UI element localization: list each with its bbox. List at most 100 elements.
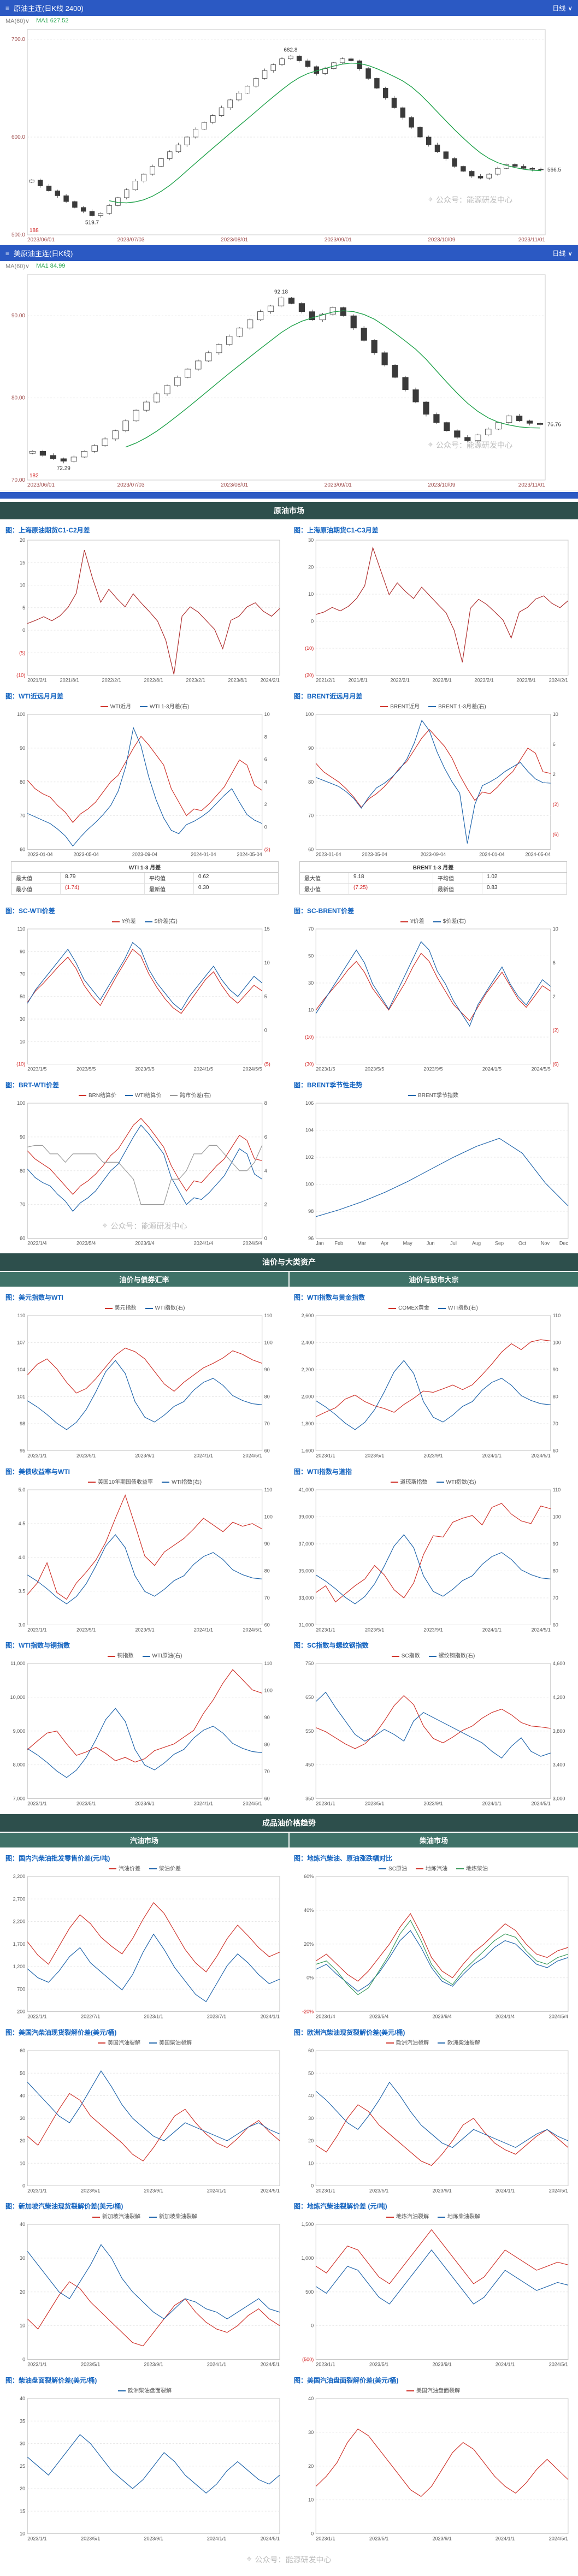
svg-text:11,000: 11,000 <box>10 1661 25 1667</box>
legend-item: 道琼斯指数 <box>390 1477 428 1485</box>
svg-text:-20%: -20% <box>302 2009 314 2015</box>
svg-text:90: 90 <box>20 1134 25 1140</box>
svg-text:5: 5 <box>264 994 267 999</box>
svg-text:60: 60 <box>20 2048 25 2053</box>
legend-item: 螺纹钢指数(右) <box>428 1651 475 1659</box>
svg-text:110: 110 <box>17 1313 25 1318</box>
legend-swatch <box>436 1482 444 1483</box>
line-chart-canvas: 100 90 80 70 60 8 6 4 2 0 2023/1/4 2023/5/4 2023/9/4… <box>17 1100 267 1246</box>
svg-text:2023/9/1: 2023/9/1 <box>135 1801 154 1807</box>
svg-text:2023/9/1: 2023/9/1 <box>423 1453 443 1459</box>
legend-swatch <box>144 921 152 922</box>
legend-item: 地炼汽油 <box>415 1864 447 1872</box>
svg-text:2023/11/01: 2023/11/01 <box>518 482 546 488</box>
svg-text:2024/1/5: 2024/1/5 <box>482 1067 502 1072</box>
chart-title: 图：WTI指数与黄金指数 <box>294 1294 365 1302</box>
svg-text:30: 30 <box>20 1016 25 1022</box>
svg-text:30: 30 <box>308 2115 314 2121</box>
chart-title: 图：WTI指数与道指 <box>294 1467 352 1476</box>
legend-item: WTI指数(右) <box>438 1303 478 1311</box>
svg-text:2024/5/1: 2024/5/1 <box>532 1453 551 1459</box>
chart-title: 图：欧洲汽柴油现货裂解价差(美元/桶) <box>294 2028 405 2036</box>
svg-text:4,600: 4,600 <box>553 1661 565 1667</box>
svg-text:(10): (10) <box>16 1062 25 1067</box>
svg-text:4: 4 <box>264 1168 267 1174</box>
svg-text:20: 20 <box>20 2138 25 2143</box>
svg-text:70: 70 <box>264 1769 270 1774</box>
legend-swatch <box>87 1482 96 1483</box>
section-banner-refined-products: 成品油价格趋势 <box>0 1814 578 1832</box>
svg-text:2023/9/1: 2023/9/1 <box>432 2362 451 2367</box>
svg-text:102: 102 <box>305 1154 314 1160</box>
line-chart-canvas: 11,000 10,000 9,000 8,000 7,000 110 100 90 80 70 6… <box>10 1661 273 1807</box>
svg-text:(2): (2) <box>264 846 270 852</box>
svg-text:2023/5/4: 2023/5/4 <box>76 1240 96 1246</box>
period-dropdown[interactable]: 日线 ∨ <box>552 248 573 258</box>
line-chart-canvas: 70 50 30 10 (10) (30) 10 6 2 (2) (6) 2023/1/5 2023/5… <box>305 926 559 1072</box>
svg-text:50: 50 <box>308 954 314 959</box>
stats-table-cell: 9.18 <box>349 873 433 884</box>
svg-text:90.00: 90.00 <box>11 313 25 319</box>
stats-table-cell: 0.83 <box>487 885 498 891</box>
legend-item: 汽油价差 <box>109 1864 140 1872</box>
svg-text:2023/06/01: 2023/06/01 <box>27 237 55 243</box>
legend-item: $价差(右) <box>144 916 178 925</box>
legend-swatch <box>438 2042 445 2044</box>
svg-text:20: 20 <box>308 2464 314 2469</box>
chart-legend: BRENT近月 BRENT 1-3月差(右) <box>292 702 575 710</box>
stats-table-cell: 平均值 <box>145 873 194 884</box>
svg-text:(6): (6) <box>553 1062 559 1067</box>
window-title: 原油主连(日K线 2400) <box>14 4 84 13</box>
svg-text:2024/5/1: 2024/5/1 <box>549 2536 568 2541</box>
svg-text:0: 0 <box>311 2323 314 2329</box>
svg-text:5: 5 <box>22 605 25 611</box>
window-icon: ≡ <box>5 4 10 12</box>
chart-legend: BRENT季节指数 <box>292 1091 575 1099</box>
svg-text:Dec: Dec <box>559 1240 569 1246</box>
svg-text:2023/1/1: 2023/1/1 <box>144 2014 163 2020</box>
svg-text:15: 15 <box>20 2508 25 2514</box>
svg-text:20%: 20% <box>304 1941 314 1947</box>
svg-text:2024/1/1: 2024/1/1 <box>207 2536 226 2541</box>
svg-text:101: 101 <box>17 1394 25 1400</box>
svg-text:31,000: 31,000 <box>299 1622 314 1627</box>
line-chart-canvas: 2,600 2,400 2,200 2,000 1,800 1,600 110 100 90 80… <box>302 1313 561 1459</box>
svg-text:2024/5/1: 2024/5/1 <box>243 1453 262 1459</box>
chart-panel-usd_wti: 图：美元指数与WTI 美元指数 WTI指数(右) 110 107 104 101 98 95 11… <box>3 1291 286 1461</box>
sub-banner-equities-commodities: 油价与股市大宗 <box>290 1272 578 1287</box>
svg-text:2023/1/1: 2023/1/1 <box>27 1627 46 1632</box>
legend-swatch <box>112 921 120 922</box>
ma-label[interactable]: MA(60)∨ <box>5 263 30 270</box>
price-annotation: 682.8 <box>284 48 297 54</box>
svg-text:2023/5/1: 2023/5/1 <box>365 1453 384 1459</box>
svg-text:2024/5/1: 2024/5/1 <box>261 2188 280 2193</box>
svg-text:2023/9/5: 2023/9/5 <box>423 1067 443 1072</box>
svg-text:90: 90 <box>308 745 314 750</box>
stats-table-cell: 8.79 <box>61 873 145 884</box>
sub-banner-row-refined: 汽油市场 柴油市场 <box>0 1833 578 1848</box>
period-label: 日线 <box>552 4 566 12</box>
svg-text:20: 20 <box>20 2486 25 2491</box>
period-dropdown[interactable]: 日线 ∨ <box>552 3 573 13</box>
svg-text:10: 10 <box>553 712 558 717</box>
chart-legend: 道琼斯指数 WTI指数(右) <box>292 1477 575 1485</box>
svg-text:0: 0 <box>22 627 25 633</box>
stats-table: BRENT 1-3 月差 最大值 9.18 平均值 1.02 最小值 (7.25) 最新值 0.… <box>299 861 567 895</box>
stats-table-cell: (7.25) <box>349 884 433 895</box>
legend-item: $价差(右) <box>433 916 466 925</box>
svg-text:33,000: 33,000 <box>299 1595 314 1601</box>
ma-label[interactable]: MA(60)∨ <box>5 18 30 25</box>
chart-panel-wti_copper: 图：WTI指数与铜指数 铜指数 WTI原油(右) 11,000 10,000 9,000 8… <box>3 1639 286 1809</box>
section-banner-assets: 油价与大类资产 <box>0 1253 578 1271</box>
legend-swatch <box>391 1655 399 1657</box>
legend-swatch <box>400 921 409 922</box>
svg-text:2021/2/1: 2021/2/1 <box>316 678 335 683</box>
svg-text:8,000: 8,000 <box>13 1762 26 1768</box>
svg-text:2024/2/1: 2024/2/1 <box>549 678 568 683</box>
svg-text:2023/5/1: 2023/5/1 <box>76 1453 96 1459</box>
chart-legend: COMEX黄金 WTI指数(右) <box>292 1303 575 1311</box>
svg-text:70: 70 <box>20 972 25 977</box>
legend-item: BRENT近月 <box>380 702 420 710</box>
stats-table-row: 最大值 9.18 平均值 1.02 <box>300 873 567 884</box>
